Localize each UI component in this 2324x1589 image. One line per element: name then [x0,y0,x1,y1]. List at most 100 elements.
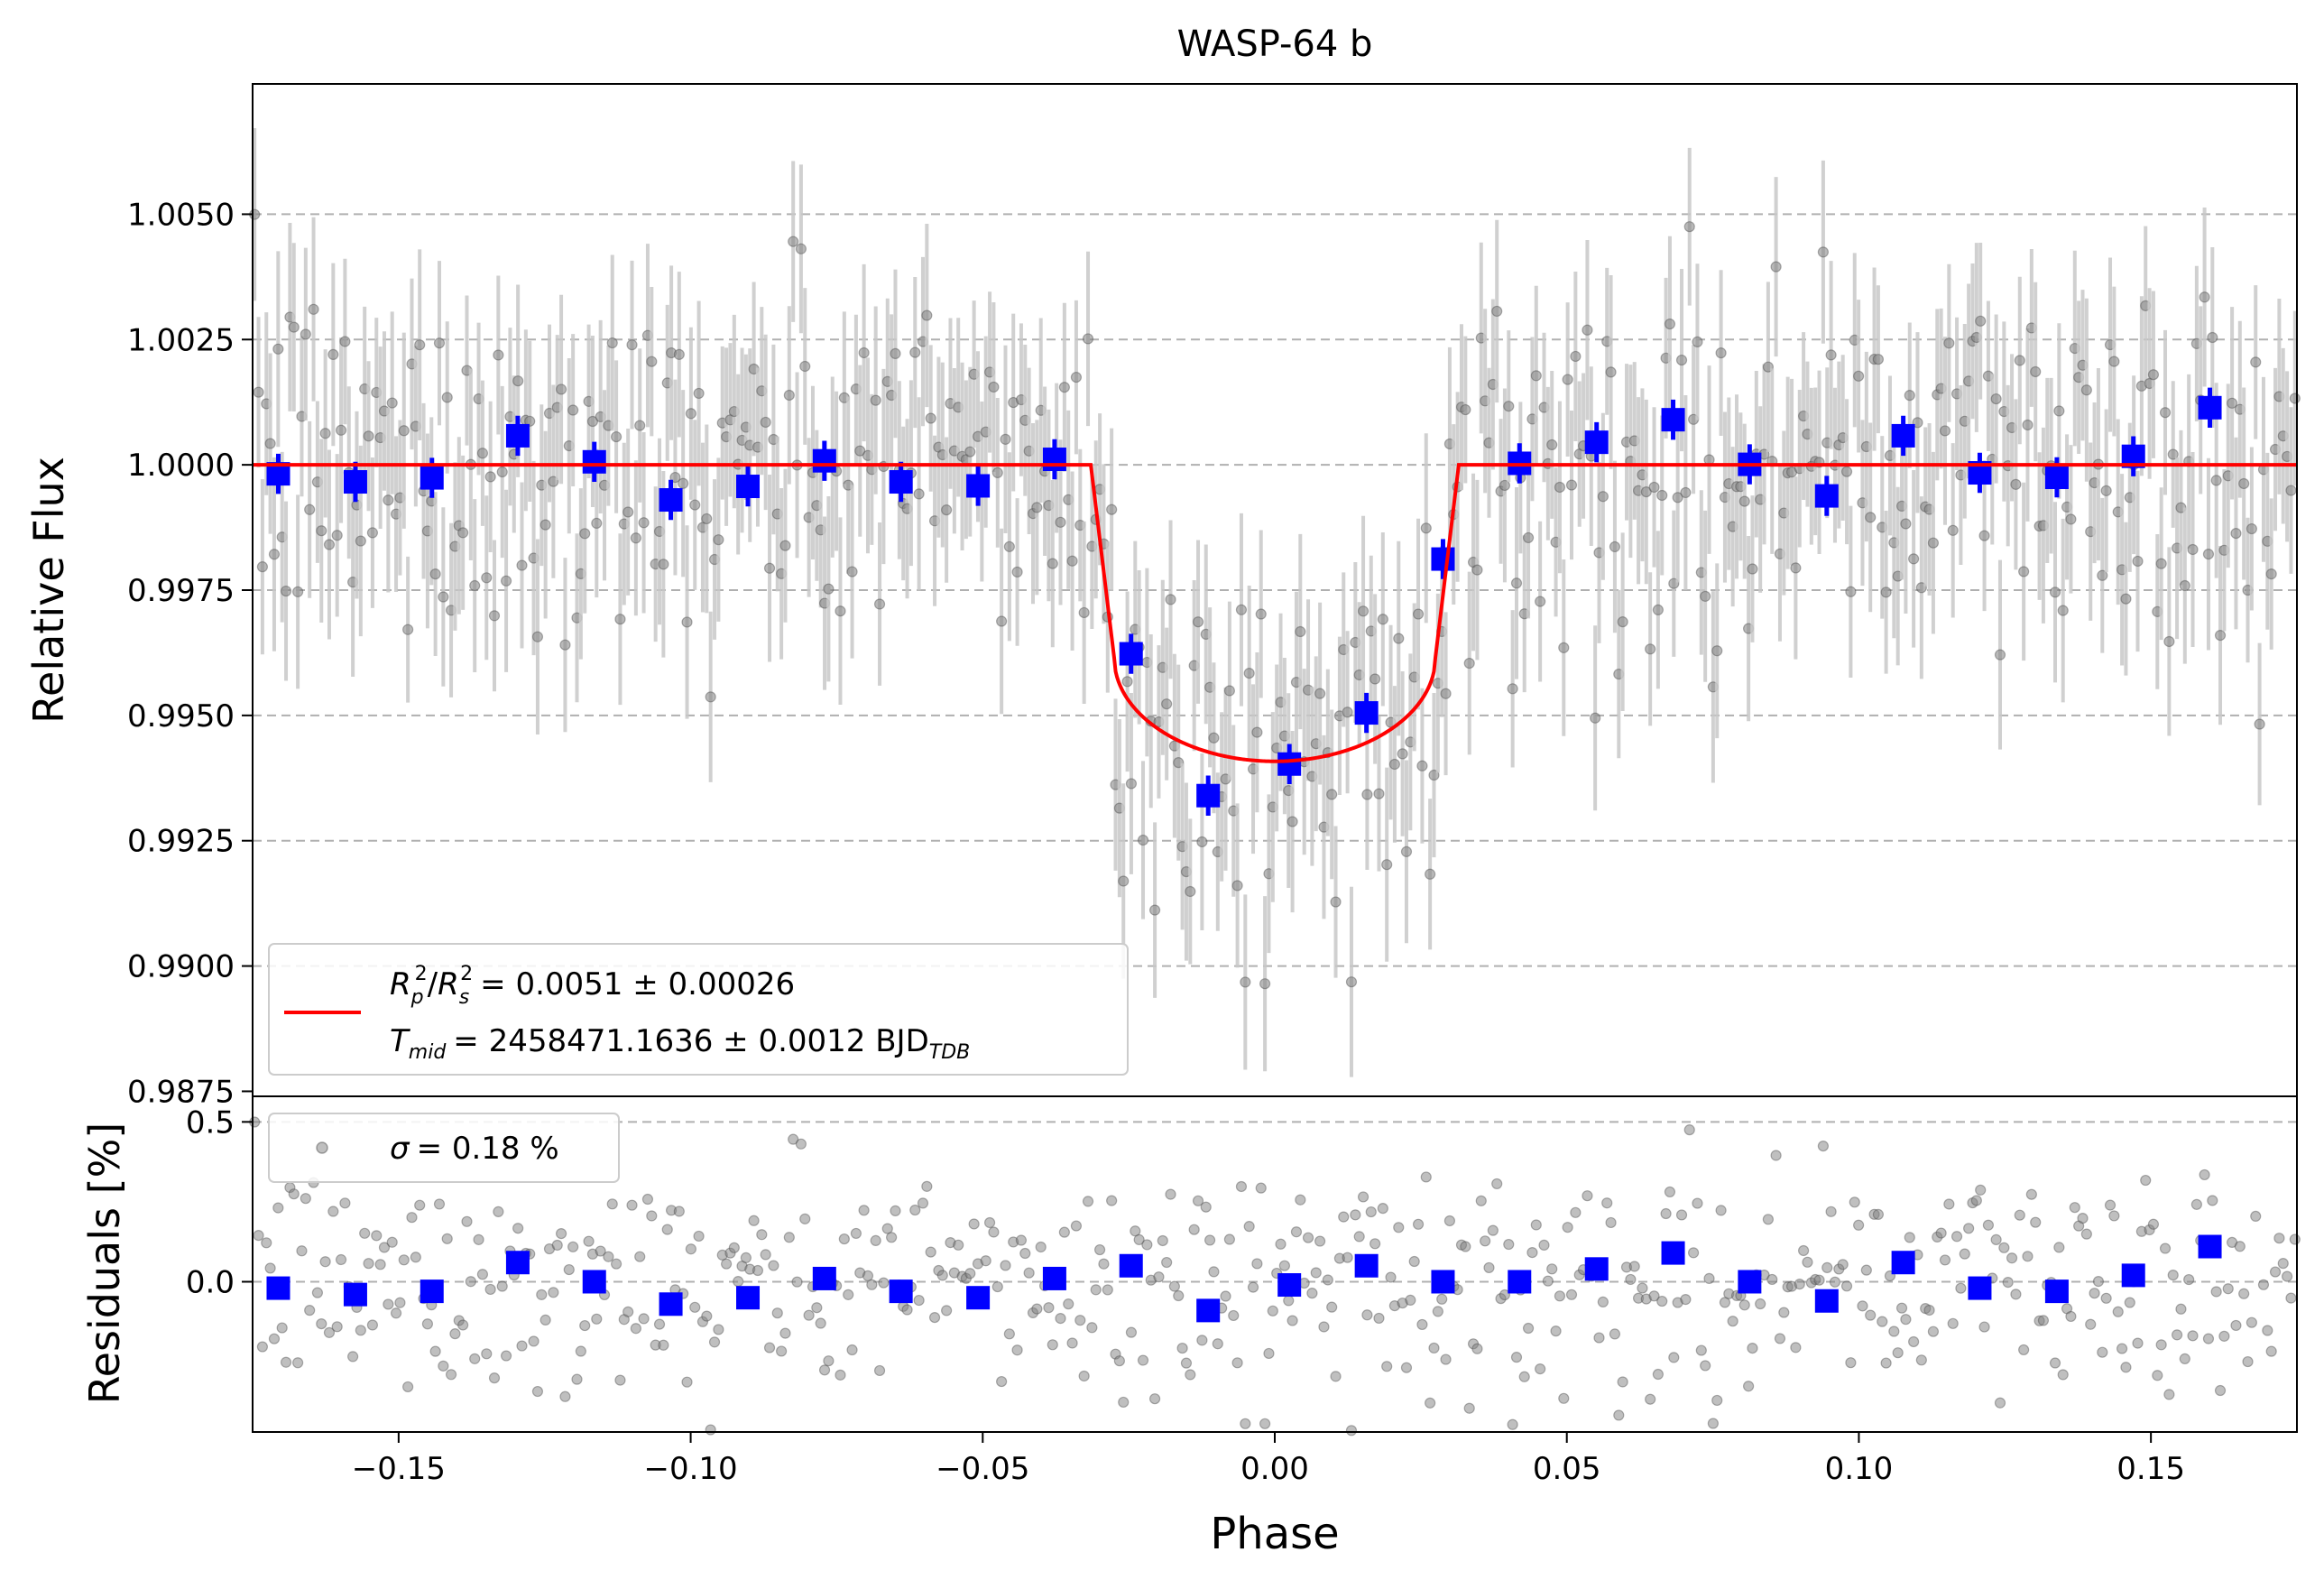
raw-data-point [1330,826,1342,978]
raw-data-point [1692,263,1703,420]
residual-raw-point [2277,1258,2289,1270]
raw-point [991,467,1003,479]
residual-binned-marker [1119,1253,1143,1278]
raw-point [1240,976,1251,988]
raw-data-point [689,420,701,590]
residual-raw-point [2282,1270,2293,1282]
raw-data-point [701,424,713,614]
raw-data-point [2187,452,2199,647]
residual-raw-point [1915,1354,1927,1366]
residual-raw-point [1860,1264,1872,1276]
raw-point [1066,555,1078,567]
residual-binned-marker [2044,1280,2069,1304]
raw-data-point [1047,479,1058,648]
raw-point [1440,688,1452,699]
binned-marker [812,448,836,473]
residual-raw-point [1837,1259,1849,1270]
residual-raw-point [488,1372,501,1384]
raw-point [1463,657,1475,670]
raw-point [1416,760,1428,771]
residual-raw-point [603,1251,614,1262]
residual-raw-point [347,1351,359,1363]
residual-raw-point [835,1369,846,1381]
residual-raw-point [1770,1150,1782,1161]
raw-data-point [705,611,716,782]
residual-raw-point [1743,1381,1755,1392]
residual-raw-point [2069,1202,2080,1214]
binned-marker [2198,395,2222,420]
raw-data-point [1975,243,1987,400]
binned-point [1042,439,1066,480]
raw-point [1656,489,1668,502]
raw-data-point [2014,276,2025,445]
residual-raw-point [1141,1239,1153,1251]
residual-raw-point [1888,1326,1900,1337]
residual-raw-point [1425,1397,1436,1409]
raw-data-point [1148,822,1161,998]
raw-point [1565,479,1578,491]
residual-raw-point [760,1249,771,1261]
raw-point [2018,566,2030,577]
residual-raw-point [2159,1243,2172,1254]
raw-point [339,336,351,347]
residual-raw-point [858,1205,870,1216]
residual-binned-marker [1814,1289,1839,1313]
residual-raw-point [1609,1328,1621,1340]
raw-point [779,540,791,551]
residual-raw-point [2112,1306,2124,1317]
residual-raw-point [1526,1247,1538,1259]
residual-raw-point [705,1424,716,1436]
residual-raw-point [2246,1316,2257,1328]
main-panel: 0.9875 0.9900 0.9925 0.9950 0.9975 1.0000 1.00… [24,83,2301,1110]
residual-raw-point [476,1269,489,1280]
raw-point [1070,371,1083,383]
raw-point [484,471,496,483]
raw-data-point [1259,896,1271,1072]
raw-point [760,416,771,429]
residual-raw-point [2080,1228,2092,1240]
residual-raw-point [1857,1300,1868,1312]
raw-data-point [493,275,504,435]
residual-raw-point [921,1180,933,1192]
residual-raw-point [2269,1266,2282,1278]
residual-raw-point [2222,1283,2234,1295]
raw-point [835,605,846,617]
raw-point [2238,477,2250,490]
raw-point [1357,605,1370,617]
residual-raw-point [1416,1318,1428,1331]
raw-data-point [363,361,374,512]
residual-raw-point [493,1206,504,1217]
binned-point [1431,539,1455,579]
raw-point [1235,604,1248,615]
raw-data-point [383,408,394,593]
residual-raw-point [1503,1238,1515,1251]
residual-binned-marker [1431,1270,1455,1294]
raw-data-point [429,492,441,656]
residual-raw-point [630,1323,641,1335]
raw-data-point [2226,307,2238,500]
residual-raw-point [331,1321,343,1333]
raw-point [1192,616,1204,628]
residual-raw-point [1153,1271,1165,1283]
residual-raw-point [2289,1233,2301,1245]
binned-point [966,466,991,506]
residual-raw-point [575,1345,586,1357]
residual-raw-point [579,1319,591,1332]
residual-raw-point [1762,1214,1774,1225]
residuals-panel: 0.0 0.5 −0.15 −0.10 −0.05 0.00 0.05 0.10 0.15 σ… [80,1095,2301,1487]
raw-point [1118,875,1130,887]
raw-data-point [685,327,696,500]
residual-raw-point [2010,1289,2022,1300]
residual-raw-point [1428,1342,1440,1354]
residual-raw-point [1499,1289,1511,1301]
binned-marker [1042,448,1066,472]
raw-point [1388,758,1401,771]
raw-point [854,445,866,457]
raw-point [488,610,501,622]
raw-point [2120,593,2132,605]
raw-point [433,337,446,349]
raw-point [921,309,933,321]
raw-point [1377,614,1388,625]
residual-raw-point [1927,1326,1940,1337]
raw-point [1342,707,1353,718]
